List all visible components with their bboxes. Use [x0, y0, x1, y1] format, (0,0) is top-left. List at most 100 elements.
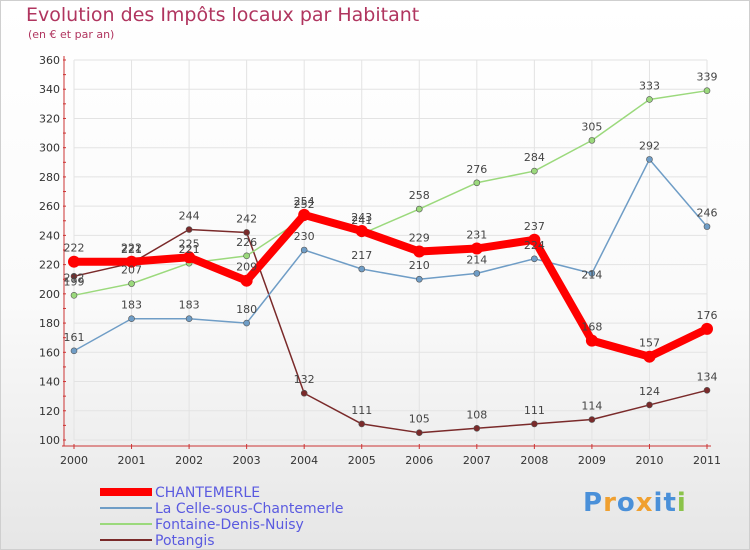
data-point — [298, 208, 311, 221]
series-layer — [68, 87, 713, 436]
data-point — [703, 87, 711, 94]
data-label: 161 — [64, 331, 85, 344]
data-point — [70, 273, 78, 280]
legend-label: Potangis — [155, 533, 215, 549]
logo-letter: P — [583, 488, 604, 518]
data-point — [588, 137, 596, 144]
data-point — [531, 420, 538, 428]
data-point — [355, 225, 368, 237]
data-point — [415, 429, 423, 436]
logo-letter: x — [635, 488, 654, 518]
grid-layer — [73, 59, 708, 441]
data-point — [415, 205, 423, 213]
data-point — [588, 416, 596, 423]
data-label: 183 — [179, 299, 200, 312]
y-tick-label: 280 — [39, 171, 60, 184]
x-tick-label: 2007 — [463, 454, 491, 467]
data-label: 183 — [121, 299, 142, 312]
data-point — [70, 347, 78, 355]
data-label: 207 — [121, 264, 142, 277]
data-label: 254 — [294, 195, 315, 208]
data-point — [240, 274, 253, 287]
y-tick-label: 320 — [39, 112, 60, 125]
data-label: 305 — [581, 120, 602, 133]
data-point — [528, 233, 541, 246]
data-label: 221 — [179, 243, 200, 256]
y-tick-label: 200 — [39, 288, 60, 301]
data-label: 231 — [466, 229, 487, 242]
y-tick-label: 360 — [39, 54, 60, 67]
x-tick-label: 2004 — [290, 454, 318, 467]
data-point — [128, 315, 135, 322]
data-point — [413, 245, 426, 258]
data-label: 199 — [64, 275, 85, 288]
data-label: 111 — [524, 404, 545, 417]
y-tick-label: 240 — [39, 229, 60, 242]
x-tick-label: 2008 — [520, 454, 548, 467]
data-point — [358, 420, 366, 428]
series-line — [70, 210, 711, 361]
data-label: 214 — [466, 253, 487, 266]
data-label: 276 — [466, 163, 487, 176]
data-label: 222 — [64, 242, 85, 255]
data-label: 209 — [236, 261, 257, 274]
data-label: 222 — [121, 242, 142, 255]
logo-letter: o — [616, 488, 636, 518]
data-point — [585, 334, 598, 347]
legend-label: CHANTEMERLE — [155, 485, 260, 501]
logo-letter: i — [653, 488, 664, 518]
data-point — [703, 223, 711, 230]
data-label: 226 — [236, 236, 257, 249]
data-point — [68, 255, 80, 268]
data-point — [646, 96, 653, 103]
y-tick-label: 180 — [39, 317, 60, 330]
data-label: 244 — [179, 210, 200, 223]
data-label: 134 — [697, 370, 718, 383]
chart-title: Evolution des Impôts locaux par Habitant — [26, 4, 420, 26]
data-label: 241 — [351, 214, 372, 227]
y-tick-label: 300 — [39, 142, 60, 155]
data-label: 157 — [639, 337, 660, 350]
data-label: 237 — [524, 220, 545, 233]
data-label: 108 — [466, 408, 487, 421]
x-tick-label: 2000 — [60, 454, 88, 467]
data-point — [415, 275, 423, 283]
data-point — [185, 226, 193, 233]
x-tick-label: 2010 — [635, 454, 663, 467]
data-point — [531, 255, 538, 263]
data-point — [243, 252, 250, 260]
axis-layer: 100 120 140 160 180 200 220 240 260 280 300 320 340 3… — [39, 54, 721, 467]
series-line — [73, 228, 708, 434]
x-tick-label: 2001 — [118, 454, 146, 467]
legend-label: La Celle-sous-Chantemerle — [155, 501, 343, 517]
data-label: 224 — [524, 239, 545, 252]
data-label: 258 — [409, 189, 430, 202]
y-tick-label: 140 — [39, 376, 60, 389]
series-line — [73, 89, 708, 297]
data-label: 132 — [294, 373, 315, 386]
proxiti-logo: Proxiti — [583, 488, 687, 518]
data-label: 243 — [351, 211, 372, 224]
y-tick-label: 120 — [39, 405, 60, 418]
data-point — [643, 350, 656, 363]
data-label: 124 — [639, 385, 660, 398]
data-point — [358, 265, 366, 273]
y-tick-label: 220 — [39, 259, 60, 272]
data-label-layer: 212 221 244 242 132 111 105 108 111 114 124 134 161 1… — [64, 71, 718, 426]
chart-subtitle: (en € et par an) — [28, 28, 115, 41]
data-point — [128, 280, 135, 287]
x-tick-label: 2005 — [348, 454, 376, 467]
data-label: 242 — [236, 212, 257, 225]
data-point — [243, 319, 250, 327]
x-tick-label: 2011 — [693, 454, 721, 467]
y-tick-label: 340 — [39, 83, 60, 96]
data-label: 230 — [294, 230, 315, 243]
data-point — [588, 270, 596, 277]
data-label: 252 — [294, 198, 315, 211]
data-label: 292 — [639, 139, 660, 152]
data-label: 210 — [409, 259, 430, 272]
data-label: 217 — [351, 249, 372, 262]
legend-label: Fontaine-Denis-Nuisy — [155, 517, 304, 533]
